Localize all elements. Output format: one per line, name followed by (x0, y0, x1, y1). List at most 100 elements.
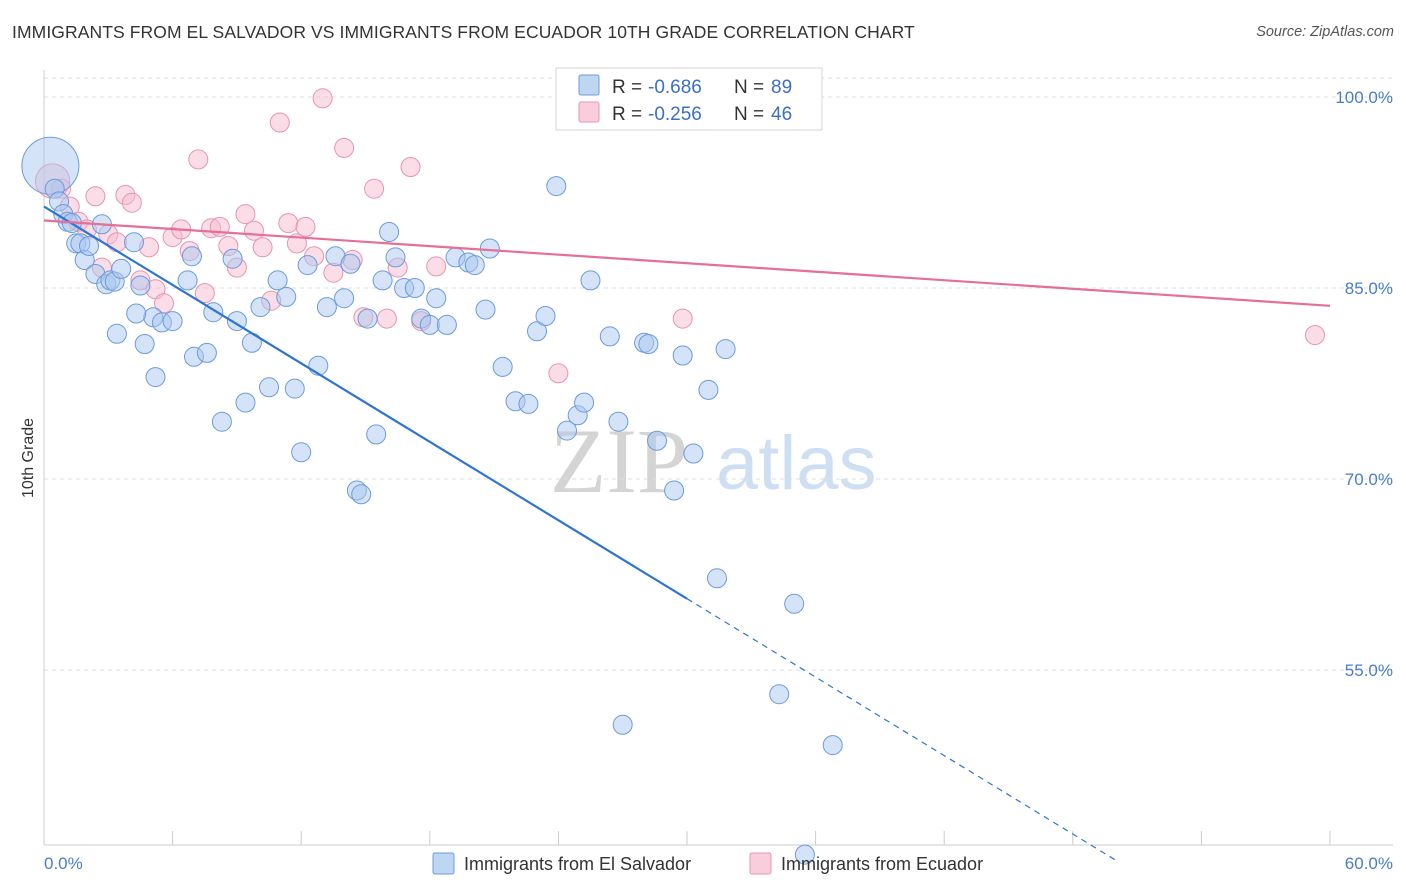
el-salvador-point-48 (351, 484, 372, 505)
el-salvador-point-64 (492, 356, 513, 377)
el-salvador-point-46 (340, 253, 361, 274)
trend-lines (43, 205, 1331, 861)
series-el-salvador-points (21, 136, 843, 865)
y-axis-tick-labels: 100.0% 85.0% 70.0% 55.0% (1335, 88, 1393, 680)
ecuador-point-35 (334, 137, 355, 158)
el-salvador-point-59 (436, 314, 457, 335)
legend-n-label-2: N = (734, 104, 764, 125)
trend-el-salvador-solid (43, 205, 688, 600)
watermark: ZIP atlas (550, 410, 877, 512)
el-salvador-point-40 (291, 442, 312, 463)
ecuador-point-29 (278, 213, 299, 234)
el-salvador-point-26 (181, 246, 202, 267)
ecuador-point-33 (312, 88, 333, 109)
el-salvador-point-55 (404, 278, 425, 298)
bottom-legend-swatch-ecuador (749, 852, 772, 875)
el-salvador-point-57 (419, 314, 440, 335)
el-salvador-point-39 (284, 378, 305, 399)
ecuador-point-31 (295, 216, 316, 237)
el-salvador-point-31 (222, 248, 243, 269)
legend-series: Immigrants from El Salvador Immigrants f… (432, 852, 983, 875)
el-salvador-point-67 (527, 321, 547, 342)
el-salvador-point-87 (769, 684, 790, 705)
el-salvador-point-89 (612, 714, 633, 735)
el-salvador-point-16 (124, 232, 144, 253)
el-salvador-point-75 (608, 411, 629, 432)
el-salvador-point-77 (638, 334, 659, 354)
el-salvador-point-63 (479, 238, 500, 259)
legend-stats-box (555, 67, 823, 131)
legend-swatch-ecuador (578, 101, 600, 123)
series-ecuador-points (35, 88, 1325, 384)
y-tick-label-100: 100.0% (1335, 88, 1393, 107)
el-salvador-point-35 (250, 297, 271, 318)
el-salvador-point-82 (698, 379, 719, 400)
y-tick-label-70: 70.0% (1345, 470, 1393, 489)
el-salvador-point-86 (784, 593, 805, 614)
watermark-atlas: atlas (716, 421, 877, 506)
ecuador-point-34 (323, 262, 344, 283)
el-salvador-point-45 (334, 288, 355, 309)
el-salvador-point-73 (580, 270, 601, 291)
ecuador-point-45 (672, 308, 693, 329)
el-salvador-point-20 (126, 303, 147, 324)
legend-stats: R = -0.686 N = 89 R = -0.256 N = 46 (555, 67, 823, 131)
x-axis-ticks (43, 831, 1331, 845)
bottom-legend-label-ecuador: Immigrants from Ecuador (781, 854, 983, 874)
el-salvador-point-72 (574, 392, 595, 413)
el-salvador-point-52 (379, 222, 400, 242)
ecuador-point-26 (252, 237, 273, 258)
bottom-legend-label-el-salvador: Immigrants from El Salvador (464, 854, 691, 874)
el-salvador-point-15 (111, 258, 132, 279)
el-salvador-point-23 (145, 367, 166, 388)
el-salvador-point-43 (316, 297, 337, 318)
chart-title: IMMIGRANTS FROM EL SALVADOR VS IMMIGRANT… (12, 22, 915, 42)
el-salvador-point-83 (707, 568, 727, 589)
ecuador-point-25 (244, 220, 264, 241)
legend-r-value-2: -0.256 (648, 104, 702, 125)
ecuador-point-44 (548, 363, 569, 384)
ecuador-point-10 (121, 192, 142, 213)
trend-ecuador (43, 219, 1331, 307)
el-salvador-point-70 (557, 420, 577, 441)
el-salvador-point-38 (276, 286, 297, 307)
legend-swatch-el-salvador (578, 74, 600, 96)
el-salvador-point-9 (79, 236, 99, 256)
el-salvador-point-85 (475, 299, 496, 320)
el-salvador-point-84 (715, 339, 736, 360)
legend-r-label-1: R = (612, 77, 642, 98)
el-salvador-point-80 (672, 345, 693, 366)
trend-el-salvador-dashed (686, 598, 1116, 861)
el-salvador-point-79 (664, 480, 685, 501)
ecuador-point-46 (1305, 325, 1325, 346)
el-salvador-point-25 (177, 270, 198, 291)
el-salvador-point-17 (130, 275, 151, 296)
x-tick-label-max: 60.0% (1345, 854, 1393, 873)
el-salvador-point-37 (267, 270, 288, 291)
ecuador-point-5 (85, 186, 106, 207)
el-salvador-point-88 (822, 735, 843, 756)
ecuador-point-39 (376, 308, 397, 329)
el-salvador-point-74 (599, 326, 620, 347)
el-salvador-point-81 (683, 443, 704, 464)
el-salvador-point-90 (794, 844, 815, 865)
el-salvador-point-42 (308, 355, 329, 376)
el-salvador-point-21 (106, 323, 127, 344)
el-salvador-point-30 (211, 411, 232, 432)
el-salvador-point-22 (134, 334, 155, 354)
ecuador-point-41 (400, 157, 421, 177)
el-salvador-point-33 (235, 392, 256, 413)
x-tick-label-min: 0.0% (44, 854, 83, 873)
el-salvador-point-24 (162, 311, 183, 332)
y-axis-title: 10th Grade (20, 418, 37, 498)
source-credit: Source: ZipAtlas.com (1256, 24, 1394, 40)
legend-n-value-2: 46 (771, 104, 792, 125)
el-salvador-point-51 (372, 270, 393, 291)
y-tick-label-85: 85.0% (1345, 279, 1393, 298)
el-salvador-point-41 (297, 255, 318, 276)
ecuador-point-38 (364, 178, 385, 199)
legend-r-value-1: -0.686 (648, 77, 702, 98)
ecuador-point-43 (426, 256, 447, 277)
ecuador-point-24 (235, 204, 256, 225)
